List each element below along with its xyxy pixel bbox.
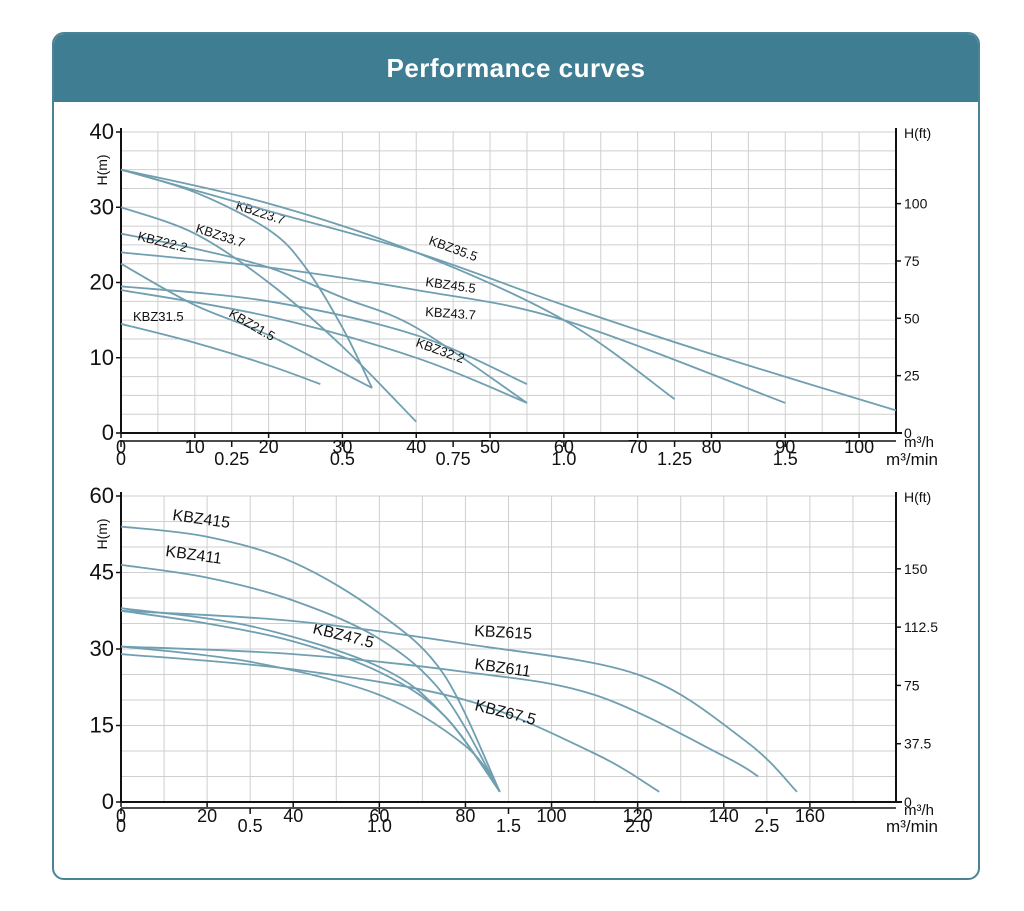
chart1-x2-tick-label: 0.5 (330, 449, 355, 469)
chart2-x-tick-label: 100 (537, 806, 567, 826)
chart1-x-tick-label: 20 (259, 437, 279, 457)
chart1-curve-kbz32-2 (120, 285, 528, 385)
chart2-y2-tick-label: 0 (904, 794, 912, 810)
chart1-curve-kbz23-7 (120, 168, 373, 389)
chart1-y-tick-label: 30 (90, 194, 114, 219)
chart2-curve-kbz67-5 (120, 653, 660, 793)
chart2-curve-unlabeled (120, 645, 501, 793)
chart2-y2-tick-label: 112.5 (904, 619, 938, 635)
chart2-label-kbz47-5: KBZ47.5 (311, 620, 376, 652)
chart2-label-kbz67-5: KBZ67.5 (473, 697, 538, 729)
chart1-curve-unlabeled (120, 289, 528, 404)
chart1-label-kbz43-7: KBZ43.7 (425, 304, 477, 322)
chart2-x2-tick-label: 2.0 (625, 816, 650, 836)
chart2-y-tick-label: 0 (102, 789, 114, 814)
chart1-curve-kbz33-7 (120, 206, 417, 423)
chart2-y-axis-label: H(m) (94, 518, 110, 549)
chart1-x-tick-label: 70 (628, 437, 648, 457)
chart1-label-kbz33-7: KBZ33.7 (194, 221, 247, 251)
chart1-x2-tick-label: 0.75 (436, 449, 471, 469)
chart1-y-tick-label: 20 (90, 270, 114, 295)
chart2-curve-kbz47-5 (120, 609, 501, 793)
chart2-y2-tick-label: 150 (904, 561, 928, 577)
chart2-x2-unit-label: m³/min (886, 817, 938, 836)
chart1-y2-tick-label: 100 (904, 196, 928, 212)
chart2-label-kbz615: KBZ615 (474, 623, 533, 643)
chart1-x2-unit-label: m³/min (886, 450, 938, 469)
chart2-label-kbz415: KBZ415 (171, 507, 231, 532)
chart1-curve-kbz45-5 (120, 168, 897, 412)
chart2-y-tick-label: 45 (90, 560, 114, 585)
chart2-x2-tick-label: 1.5 (496, 816, 521, 836)
chart1-x-tick-label: 40 (406, 437, 426, 457)
panel-title: Performance curves (386, 52, 646, 83)
chart1-x-tick-label: 10 (185, 437, 205, 457)
chart1-y-axis-label: H(m) (94, 154, 110, 185)
chart2-y-tick-label: 30 (90, 636, 114, 661)
panel-header: Performance curves (54, 34, 978, 102)
chart1-label-kbz22-2: KBZ22.2 (136, 228, 189, 255)
chart1-x-tick-label: 50 (480, 437, 500, 457)
chart1-curve-kbz43-7 (120, 251, 786, 404)
chart1-x-unit-label: m³/h (904, 434, 934, 451)
chart1-y2-tick-label: 50 (904, 310, 920, 326)
chart2-y-tick-label: 15 (90, 713, 114, 738)
chart1-x-tick-label: 80 (701, 437, 721, 457)
chart1-y-tick-label: 40 (90, 119, 114, 144)
chart1-x2-tick-label: 0 (116, 449, 126, 469)
chart1-y2-tick-label: 25 (904, 368, 920, 384)
chart1-y-tick-label: 10 (90, 345, 114, 370)
chart2-curve-unlabeled (120, 607, 501, 793)
chart2-y-tick-label: 60 (90, 483, 114, 508)
chart1-x2-tick-label: 1.0 (551, 449, 576, 469)
chart2-x-tick-label: 80 (455, 806, 475, 826)
chart1-y-tick-label: 0 (102, 420, 114, 445)
chart2-x-tick-label: 0 (116, 806, 126, 826)
chart1-curve-kbz21-5 (120, 262, 373, 389)
chart1-curve-kbz31-5 (120, 323, 321, 385)
chart1-y2-tick-label: 75 (904, 253, 920, 269)
chart2-y2-axis-label: H(ft) (904, 489, 931, 505)
chart2-x2-tick-label: 1.0 (367, 816, 392, 836)
chart2-x-tick-label: 140 (709, 806, 739, 826)
chart2-x2-tick-label: 2.5 (754, 816, 779, 836)
chart2-x-unit-label: m³/h (904, 802, 934, 819)
chart2-curve-kbz615 (120, 609, 798, 793)
chart2-y2-tick-label: 75 (904, 677, 920, 693)
chart2-curve-kbz611 (120, 645, 759, 778)
chart1-curve-kbz35-5 (120, 168, 676, 400)
chart2-x-tick-label: 20 (197, 806, 217, 826)
chart1-x-tick-label: 100 (844, 437, 874, 457)
chart1-y2-tick-label: 0 (904, 425, 912, 441)
chart1-label-kbz21-5: KBZ21.5 (227, 306, 278, 344)
chart2-x-tick-label: 160 (795, 806, 825, 826)
chart2-curve-kbz411 (120, 564, 501, 793)
chart1-x2-tick-label: 1.5 (773, 449, 798, 469)
chart1-y2-axis-label: H(ft) (904, 125, 931, 141)
chart2-x2-tick-label: 0 (116, 816, 126, 836)
chart2-x2-tick-label: 0.5 (238, 816, 263, 836)
chart2-x-tick-label: 40 (283, 806, 303, 826)
chart2-x-tick-label: 120 (623, 806, 653, 826)
chart1-label-kbz31-5: KBZ31.5 (133, 309, 184, 324)
chart2-x-tick-label: 60 (369, 806, 389, 826)
chart1-label-kbz45-5: KBZ45.5 (425, 274, 477, 296)
chart1-x2-tick-label: 1.25 (657, 449, 692, 469)
chart1-x2-tick-label: 0.25 (214, 449, 249, 469)
chart2-y2-tick-label: 37.5 (904, 736, 931, 752)
